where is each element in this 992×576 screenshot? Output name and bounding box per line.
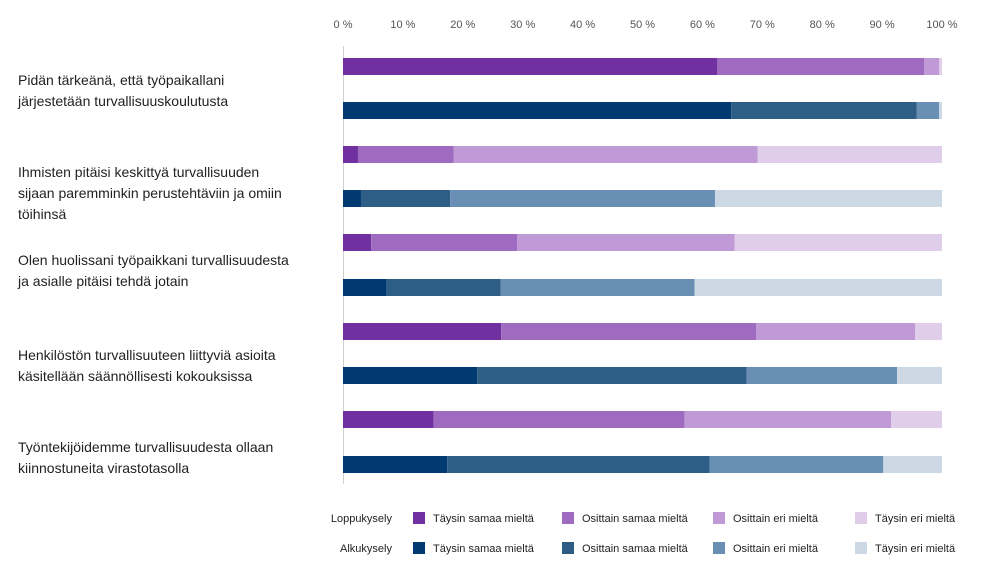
legend-entry-label: Osittain samaa mieltä bbox=[582, 513, 689, 525]
x-tick-label: 30 % bbox=[510, 19, 535, 31]
category-label: ja asialle pitäisi tehdä jotain bbox=[17, 273, 188, 289]
legend-swatch bbox=[713, 542, 725, 554]
bar-segment-loppukysely-3 bbox=[453, 146, 758, 163]
legend-entry-label: Täysin eri mieltä bbox=[875, 543, 956, 555]
x-tick-label: 60 % bbox=[690, 19, 715, 31]
bar-segment-loppukysely-4 bbox=[939, 58, 942, 75]
legend-entry-label: Osittain eri mieltä bbox=[733, 513, 819, 525]
category-label: Henkilöstön turvallisuuteen liittyviä as… bbox=[18, 347, 276, 363]
legend-swatch bbox=[562, 542, 574, 554]
legend-entry-label: Täysin samaa mieltä bbox=[433, 543, 535, 555]
bar-segment-loppukysely-2 bbox=[717, 58, 925, 75]
bar-segment-loppukysely-4 bbox=[757, 146, 942, 163]
legend-entry-label: Osittain eri mieltä bbox=[733, 543, 819, 555]
x-tick-label: 50 % bbox=[630, 19, 655, 31]
bar-segment-loppukysely-2 bbox=[501, 323, 757, 340]
category-label: Pidän tärkeänä, että työpaikallani bbox=[18, 72, 224, 88]
legend-entry-label: Täysin samaa mieltä bbox=[433, 513, 535, 525]
category-label: sijaan paremminkin perustehtäviin ja omi… bbox=[18, 185, 282, 201]
bar-segment-alkukysely-2 bbox=[731, 102, 917, 119]
legend-group-label: Alkukysely bbox=[340, 543, 392, 555]
category-label: Työntekijöidemme turvallisuudesta ollaan bbox=[18, 439, 273, 455]
bar-segment-loppukysely-1 bbox=[343, 323, 502, 340]
bar-segment-alkukysely-4 bbox=[714, 190, 942, 207]
bar-segment-alkukysely-3 bbox=[916, 102, 940, 119]
x-tick-label: 100 % bbox=[926, 19, 957, 31]
x-tick-label: 40 % bbox=[570, 19, 595, 31]
category-label: Olen huolissani työpaikkani turvallisuud… bbox=[18, 252, 289, 268]
legend-swatch bbox=[413, 512, 425, 524]
bar-segment-alkukysely-1 bbox=[343, 456, 448, 473]
bar-segment-loppukysely-3 bbox=[517, 234, 735, 251]
bar-segment-loppukysely-3 bbox=[924, 58, 940, 75]
bar-segment-alkukysely-3 bbox=[746, 367, 898, 384]
bar-segment-alkukysely-3 bbox=[450, 190, 715, 207]
bar-segment-loppukysely-1 bbox=[343, 234, 372, 251]
legend-entry-label: Osittain samaa mieltä bbox=[582, 543, 689, 555]
bar-segment-loppukysely-4 bbox=[915, 323, 942, 340]
legend-swatch bbox=[562, 512, 574, 524]
bar-segment-loppukysely-1 bbox=[343, 146, 358, 163]
bar-segment-alkukysely-1 bbox=[343, 190, 361, 207]
bar-segment-loppukysely-1 bbox=[343, 58, 718, 75]
x-tick-label: 90 % bbox=[870, 19, 895, 31]
x-tick-label: 0 % bbox=[334, 19, 353, 31]
bar-segment-alkukysely-2 bbox=[360, 190, 451, 207]
x-tick-label: 80 % bbox=[810, 19, 835, 31]
bar-segment-alkukysely-3 bbox=[709, 456, 884, 473]
bar-segment-alkukysely-2 bbox=[447, 456, 710, 473]
legend-swatch bbox=[855, 542, 867, 554]
legend-entry-label: Täysin eri mieltä bbox=[875, 513, 956, 525]
category-label: töihinsä bbox=[18, 206, 66, 222]
bar-segment-alkukysely-4 bbox=[897, 367, 942, 384]
x-tick-label: 70 % bbox=[750, 19, 775, 31]
bar-segment-alkukysely-4 bbox=[939, 102, 942, 119]
bar-segment-loppukysely-2 bbox=[357, 146, 454, 163]
bar-segment-loppukysely-3 bbox=[756, 323, 916, 340]
bar-segment-loppukysely-3 bbox=[684, 411, 892, 428]
category-label: kiinnostuneita virastotasolla bbox=[18, 460, 189, 476]
bar-segment-alkukysely-1 bbox=[343, 279, 387, 296]
legend-swatch bbox=[713, 512, 725, 524]
bar-segment-alkukysely-2 bbox=[477, 367, 747, 384]
legend-swatch bbox=[855, 512, 867, 524]
bar-segment-alkukysely-4 bbox=[883, 456, 942, 473]
bar-segment-alkukysely-4 bbox=[694, 279, 942, 296]
legend-swatch bbox=[413, 542, 425, 554]
x-tick-label: 20 % bbox=[450, 19, 475, 31]
bar-segment-alkukysely-2 bbox=[386, 279, 501, 296]
legend-group-label: Loppukysely bbox=[331, 513, 393, 525]
bar-segment-loppukysely-4 bbox=[891, 411, 942, 428]
bar-segment-loppukysely-2 bbox=[433, 411, 685, 428]
category-label: käsitellään säännöllisesti kokouksissa bbox=[18, 368, 252, 384]
bar-segment-alkukysely-1 bbox=[343, 367, 478, 384]
bar-segment-loppukysely-2 bbox=[371, 234, 518, 251]
category-label: järjestetään turvallisuuskoulutusta bbox=[17, 93, 228, 109]
bar-segment-loppukysely-4 bbox=[734, 234, 942, 251]
bar-segment-alkukysely-3 bbox=[500, 279, 695, 296]
bar-segment-alkukysely-1 bbox=[343, 102, 732, 119]
x-tick-label: 10 % bbox=[390, 19, 415, 31]
category-label: Ihmisten pitäisi keskittyä turvallisuude… bbox=[18, 164, 259, 180]
bar-segment-loppukysely-1 bbox=[343, 411, 434, 428]
